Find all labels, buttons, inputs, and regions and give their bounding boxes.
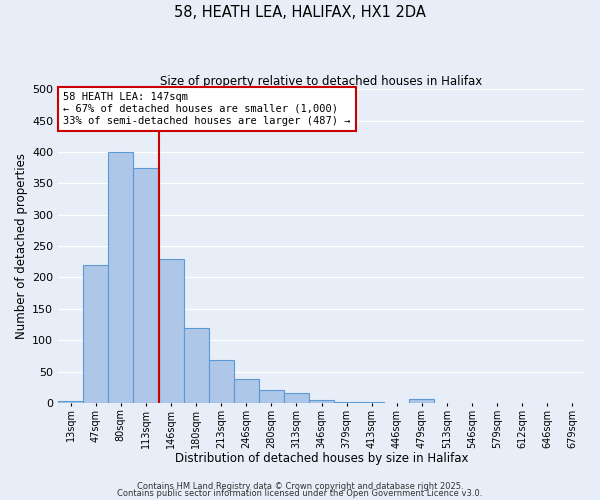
- Title: Size of property relative to detached houses in Halifax: Size of property relative to detached ho…: [160, 75, 483, 88]
- Bar: [234, 379, 259, 403]
- Text: Contains public sector information licensed under the Open Government Licence v3: Contains public sector information licen…: [118, 490, 482, 498]
- Bar: [259, 390, 284, 403]
- Bar: [209, 360, 234, 403]
- Bar: [409, 398, 434, 403]
- Bar: [133, 168, 158, 403]
- Text: Contains HM Land Registry data © Crown copyright and database right 2025.: Contains HM Land Registry data © Crown c…: [137, 482, 463, 491]
- Text: 58 HEATH LEA: 147sqm
← 67% of detached houses are smaller (1,000)
33% of semi-de: 58 HEATH LEA: 147sqm ← 67% of detached h…: [64, 92, 351, 126]
- Bar: [58, 401, 83, 403]
- Bar: [83, 265, 109, 403]
- Bar: [109, 152, 133, 403]
- Bar: [284, 394, 309, 403]
- Bar: [184, 328, 209, 403]
- X-axis label: Distribution of detached houses by size in Halifax: Distribution of detached houses by size …: [175, 452, 469, 465]
- Bar: [359, 402, 384, 403]
- Bar: [334, 402, 359, 403]
- Bar: [158, 258, 184, 403]
- Text: 58, HEATH LEA, HALIFAX, HX1 2DA: 58, HEATH LEA, HALIFAX, HX1 2DA: [174, 5, 426, 20]
- Y-axis label: Number of detached properties: Number of detached properties: [15, 153, 28, 339]
- Bar: [309, 400, 334, 403]
